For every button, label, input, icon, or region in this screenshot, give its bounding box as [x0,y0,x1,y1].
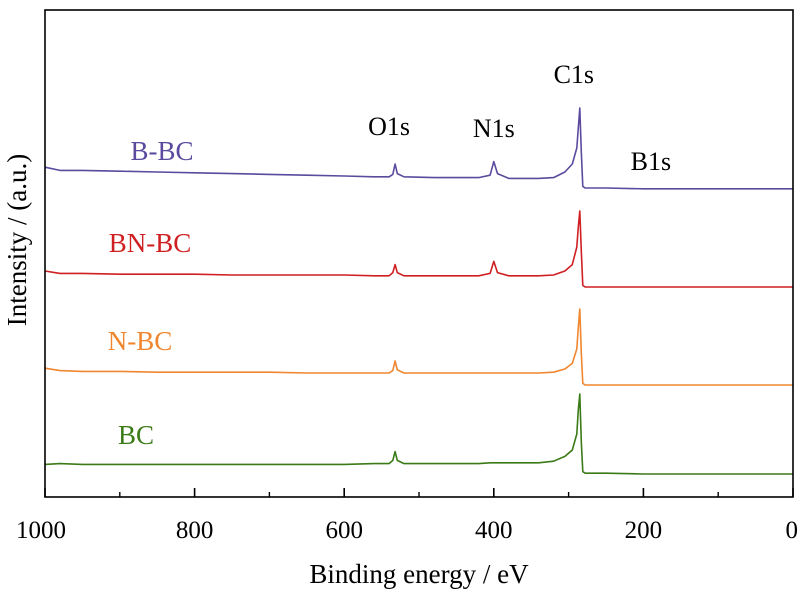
peak-label-b1s: B1s [631,147,671,176]
peak-label-o1s: O1s [368,112,410,141]
series-label-bn-bc: BN-BC [109,228,192,258]
x-tick-label: 800 [176,517,214,544]
series-label-bc: BC [118,420,154,450]
y-axis-title: Intensity / (a.u.) [2,154,32,326]
series-label-n-bc: N-BC [108,326,173,356]
peak-label-n1s: N1s [473,114,515,143]
x-tick-label: 400 [475,517,513,544]
peak-label-c1s: C1s [554,60,594,89]
series-line-bc [44,393,793,475]
peak-labels: O1s N1s C1s B1s [368,60,671,176]
x-tick-label: 600 [325,517,363,544]
series-curves [44,107,793,475]
series-label-b-bc: B-BC [130,136,193,166]
x-axis-ticks [44,488,794,497]
series-line-bn-bc [44,210,793,288]
series-labels: B-BC BN-BC N-BC BC [108,136,194,450]
x-tick-label: 0 [786,517,799,544]
x-tick-label: 1000 [16,517,66,544]
x-tick-label: 200 [625,517,663,544]
x-axis-title: Binding energy / eV [309,559,529,589]
x-axis-tick-labels: 1000 800 600 400 200 0 [16,517,798,544]
series-line-n-bc [44,308,793,386]
series-line-b-bc [44,107,793,190]
